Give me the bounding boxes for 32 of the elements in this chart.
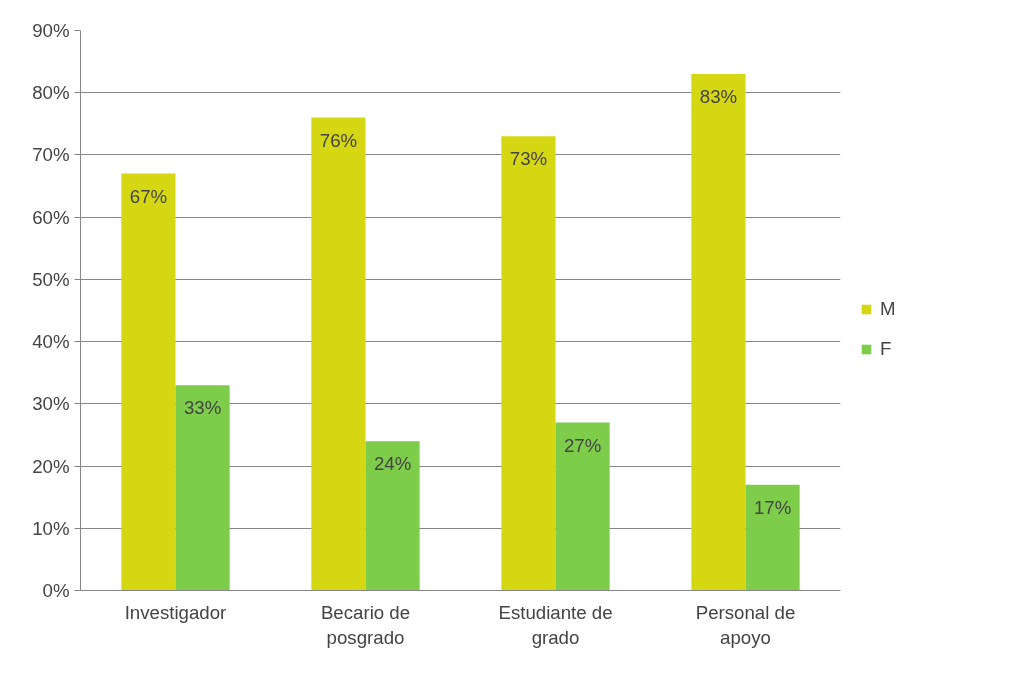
data-label: 17% [753, 496, 792, 518]
data-label: 33% [183, 397, 222, 419]
y-tick-label: 0% [42, 580, 70, 601]
y-tick-label: 70% [32, 144, 70, 166]
bar [365, 441, 420, 591]
data-label: 27% [563, 434, 602, 456]
legend-label: F [880, 338, 893, 360]
bar [745, 484, 800, 591]
y-tick-label: 50% [32, 268, 70, 290]
bar [501, 136, 556, 591]
y-tick-label: 10% [32, 517, 70, 539]
bar [555, 422, 610, 591]
data-label: 67% [129, 185, 168, 207]
legend-label: M [880, 298, 897, 320]
x-tick-label: Investigador [124, 601, 227, 623]
x-tick-label: Personal de apoyo [695, 601, 796, 648]
x-tick-label: Becario de posgrado [320, 601, 411, 648]
data-label: 76% [319, 129, 358, 151]
x-tick-label: Estudiante de grado [498, 601, 613, 648]
y-tick-label: 80% [32, 82, 70, 104]
y-tick-label: 40% [32, 331, 70, 353]
data-label: 73% [509, 148, 548, 170]
y-tick-label: 90% [32, 20, 70, 41]
bar [121, 173, 176, 591]
y-tick-label: 20% [32, 455, 70, 477]
bar [691, 74, 746, 591]
bar [175, 385, 230, 591]
data-label: 24% [373, 453, 412, 475]
y-tick-label: 30% [32, 393, 70, 415]
data-label: 83% [699, 86, 738, 108]
bar [311, 117, 366, 591]
y-tick-label: 60% [32, 206, 70, 228]
